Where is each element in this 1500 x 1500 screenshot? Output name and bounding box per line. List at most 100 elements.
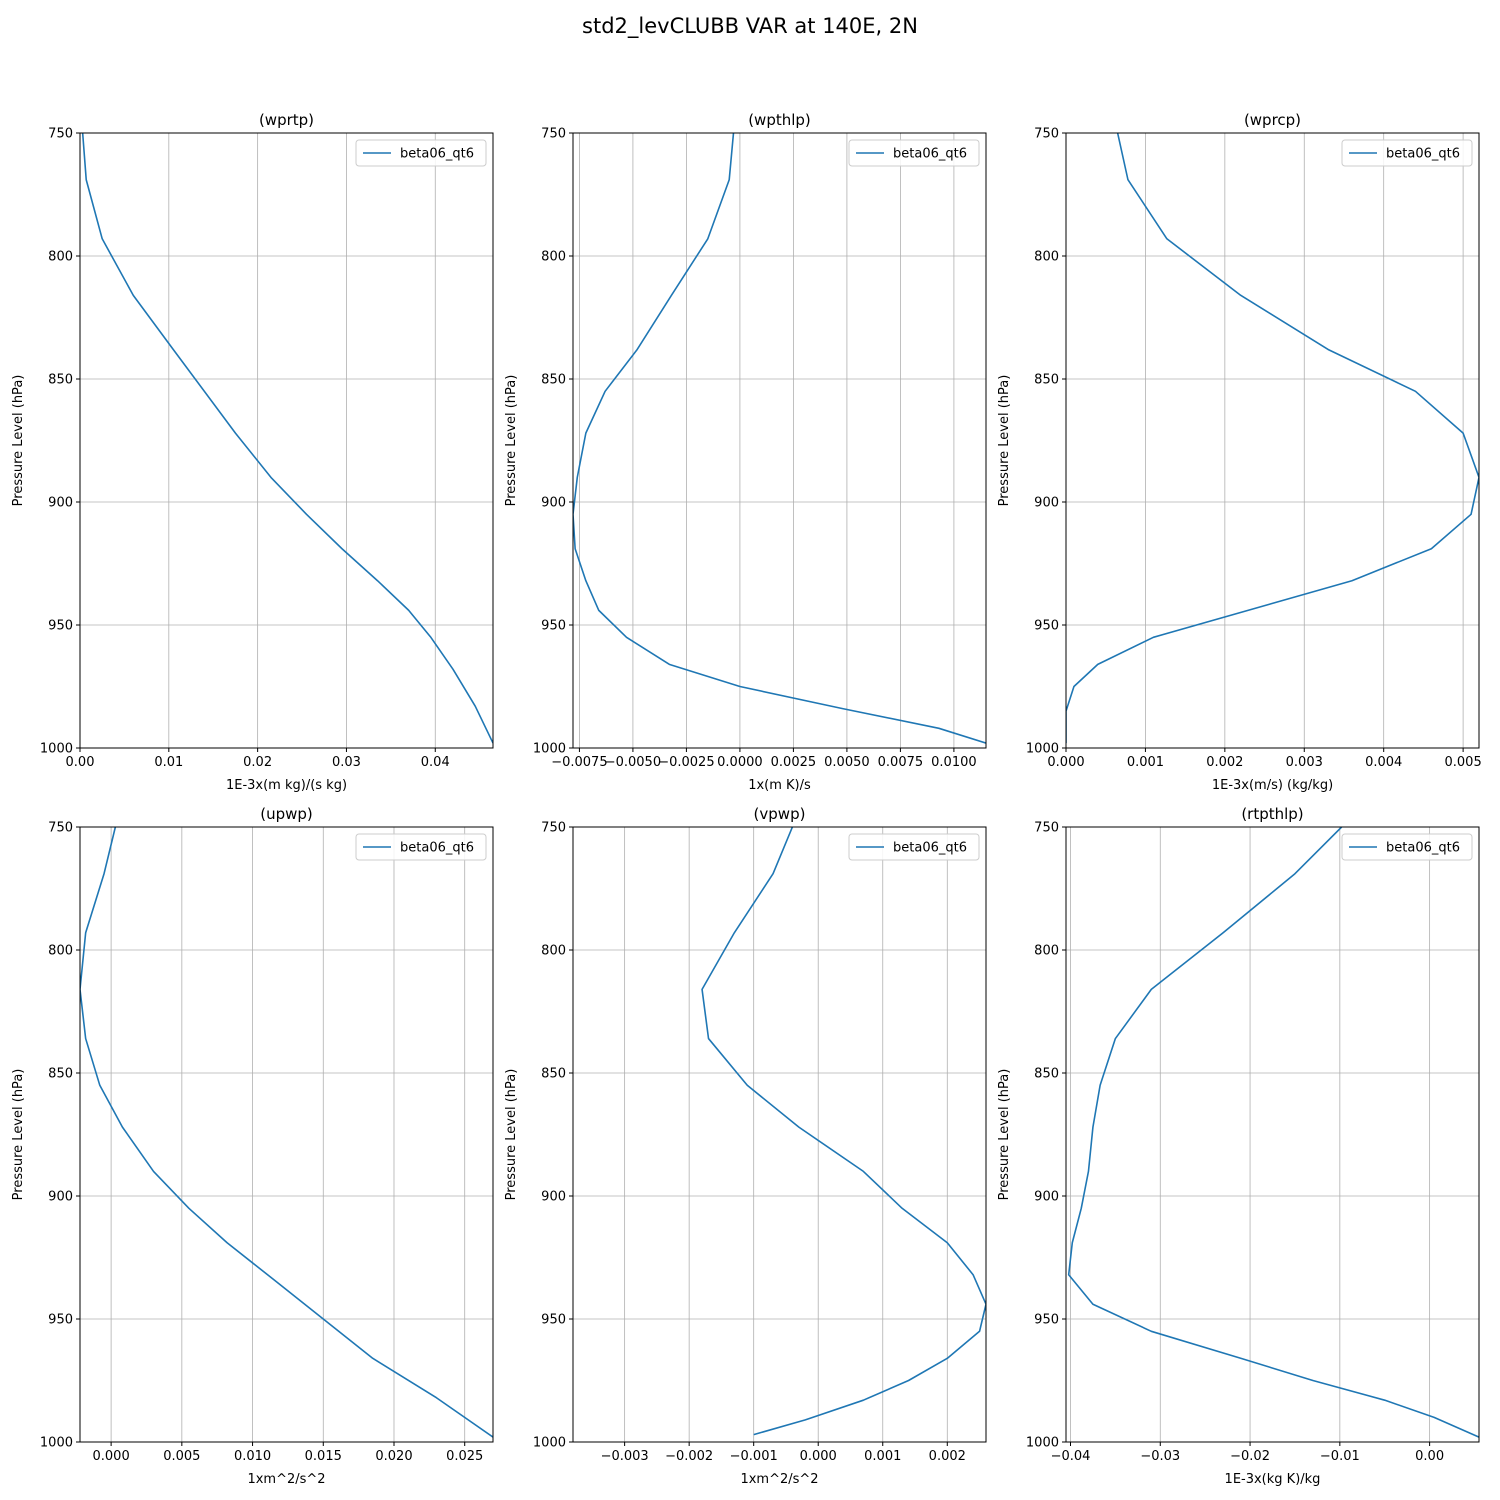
y-tick-label: 900: [1034, 1190, 1059, 1205]
legend-label: beta06_qt6: [893, 841, 967, 856]
series-line: [1066, 133, 1479, 744]
y-axis-label: Pressure Level (hPa): [504, 375, 519, 507]
x-tick-label: −0.0025: [658, 755, 714, 770]
x-tick-label: 0.005: [1445, 755, 1482, 770]
x-axis-label: 1E-3x(kg K)/kg: [1225, 1472, 1321, 1487]
subplot-wprcp: 0.000 0.001 0.002 0.003 0.004 0.005 750 800 850 9…: [997, 111, 1482, 793]
y-tick-label: 950: [541, 1313, 566, 1328]
axes-frame: [1065, 826, 1480, 1443]
x-axis-label: 1E-3x(m/s) (kg/kg): [1212, 778, 1333, 793]
y-tick-label: 900: [541, 1190, 566, 1205]
x-axis-label: 1x(m K)/s: [748, 778, 811, 793]
x-tick-label: 0.0025: [771, 755, 817, 770]
y-tick-label: 800: [1034, 250, 1059, 265]
x-tick-label: 0.0050: [824, 755, 870, 770]
legend-box: [848, 139, 980, 167]
subplot-wprtp: 0.00 0.01 0.02 0.03 0.04 750 800 850 900 950 1000 (…: [11, 111, 494, 793]
y-tick-label: 950: [48, 619, 73, 634]
y-tick-label: 750: [48, 821, 73, 836]
x-tick-label: −0.02: [1230, 1449, 1270, 1464]
legend-box: [355, 139, 487, 167]
axes-frame: [572, 132, 987, 749]
y-tick-label: 950: [1034, 1313, 1059, 1328]
x-tick-label: −0.003: [601, 1449, 649, 1464]
x-tick-label: 0.025: [446, 1449, 483, 1464]
subplot-upwp: 0.000 0.005 0.010 0.015 0.020 0.025 750 800 850 9…: [11, 805, 494, 1487]
subplot-title: (wprcp): [1244, 111, 1301, 129]
y-tick-label: 1000: [40, 742, 73, 757]
subplot-title: (wpthlp): [748, 111, 811, 129]
y-tick-label: 800: [48, 250, 73, 265]
y-axis-label: Pressure Level (hPa): [504, 1069, 519, 1201]
x-tick-label: 0.0000: [717, 755, 763, 770]
x-tick-label: 0.002: [1206, 755, 1243, 770]
x-axis-label: 1xm^2/s^2: [247, 1472, 325, 1487]
axes-frame: [79, 826, 494, 1443]
series-line: [701, 827, 986, 1436]
axes-frame: [1065, 132, 1480, 749]
y-tick-label: 950: [541, 619, 566, 634]
y-tick-label: 850: [1034, 1067, 1059, 1082]
y-tick-label: 750: [48, 127, 73, 142]
series-line: [573, 133, 986, 744]
y-tick-label: 950: [1034, 619, 1059, 634]
subplot-vpwp: −0.003 −0.002 −0.001 0.000 0.001 0.002 750 800 8…: [504, 805, 987, 1487]
y-tick-label: 850: [1034, 373, 1059, 388]
legend-label: beta06_qt6: [1386, 147, 1460, 162]
y-tick-label: 800: [48, 944, 73, 959]
y-tick-label: 750: [541, 127, 566, 142]
y-tick-label: 1000: [533, 742, 566, 757]
y-tick-label: 1000: [1026, 742, 1059, 757]
y-tick-label: 800: [541, 250, 566, 265]
x-tick-label: 0.000: [800, 1449, 837, 1464]
x-tick-label: 0.001: [864, 1449, 901, 1464]
figure-title: std2_levCLUBB VAR at 140E, 2N: [582, 14, 918, 38]
y-tick-label: 850: [541, 373, 566, 388]
x-axis-label: 1xm^2/s^2: [740, 1472, 818, 1487]
y-axis-label: Pressure Level (hPa): [11, 1069, 26, 1201]
y-axis-label: Pressure Level (hPa): [997, 1069, 1012, 1201]
legend-box: [848, 833, 980, 861]
y-tick-label: 1000: [40, 1436, 73, 1451]
x-tick-label: 0.002: [929, 1449, 966, 1464]
series-line: [81, 133, 493, 744]
legend-box: [1341, 833, 1473, 861]
subplot-rtpthlp: −0.04 −0.03 −0.02 −0.01 0.00 750 800 850 900 950 1…: [997, 805, 1480, 1487]
x-tick-label: 0.005: [163, 1449, 200, 1464]
subplot-wpthlp: −0.0075−0.0050−0.0025 0.0000 0.0025 0.0050 0…: [504, 111, 987, 793]
x-tick-label: 0.0075: [878, 755, 924, 770]
x-tick-label: −0.001: [730, 1449, 778, 1464]
x-tick-label: 0.00: [1415, 1449, 1444, 1464]
x-tick-label: 0.015: [305, 1449, 342, 1464]
axes-frame: [79, 132, 494, 749]
y-tick-label: 900: [48, 496, 73, 511]
series-line: [1067, 827, 1479, 1438]
y-tick-label: 900: [1034, 496, 1059, 511]
x-tick-label: −0.03: [1140, 1449, 1180, 1464]
x-tick-label: −0.002: [665, 1449, 713, 1464]
x-tick-label: 0.01: [154, 755, 183, 770]
x-tick-label: −0.01: [1320, 1449, 1360, 1464]
y-tick-label: 1000: [533, 1436, 566, 1451]
y-tick-label: 800: [541, 944, 566, 959]
y-tick-label: 850: [48, 373, 73, 388]
y-tick-label: 900: [541, 496, 566, 511]
legend-label: beta06_qt6: [1386, 841, 1460, 856]
x-tick-label: −0.0075: [551, 755, 607, 770]
x-tick-label: 0.003: [1286, 755, 1323, 770]
y-tick-label: 750: [1034, 821, 1059, 836]
y-tick-label: 1000: [1026, 1436, 1059, 1451]
y-tick-label: 850: [541, 1067, 566, 1082]
x-tick-label: 0.001: [1127, 755, 1164, 770]
subplot-title: (upwp): [260, 805, 313, 823]
x-tick-label: 0.020: [375, 1449, 412, 1464]
y-tick-label: 850: [48, 1067, 73, 1082]
y-tick-label: 950: [48, 1313, 73, 1328]
x-tick-label: 0.03: [332, 755, 361, 770]
x-tick-label: −0.04: [1051, 1449, 1091, 1464]
y-tick-label: 900: [48, 1190, 73, 1205]
x-tick-label: 0.0100: [931, 755, 977, 770]
legend-box: [355, 833, 487, 861]
x-tick-label: 0.000: [93, 1449, 130, 1464]
